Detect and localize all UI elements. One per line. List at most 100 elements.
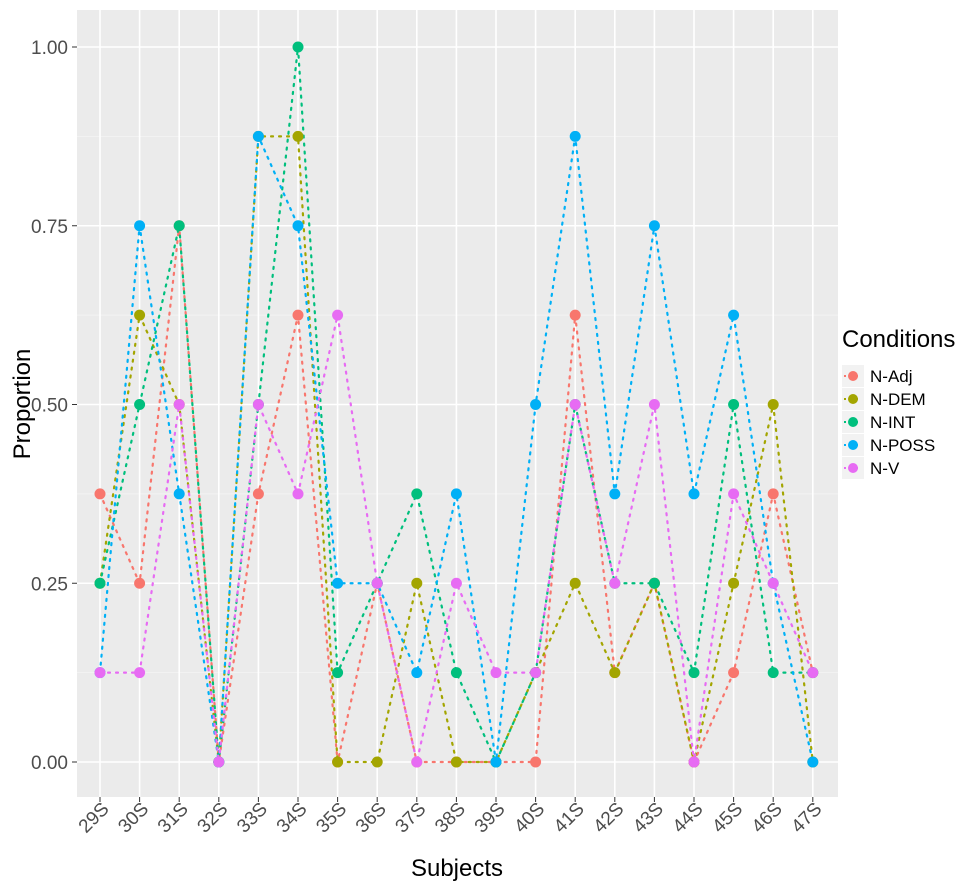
legend-key-point	[848, 394, 858, 404]
x-tick-label: 47S	[788, 799, 827, 838]
legend-key-point	[848, 417, 858, 427]
legend-label: N-DEM	[870, 390, 926, 409]
data-point-n-dem	[332, 756, 344, 768]
data-point-n-poss	[688, 488, 700, 500]
y-tick-label: 0.25	[31, 574, 68, 595]
data-point-n-v	[490, 667, 502, 679]
data-point-n-v	[728, 488, 740, 500]
data-point-n-int	[728, 399, 740, 410]
data-point-n-poss	[490, 756, 502, 768]
data-point-n-v	[767, 577, 779, 589]
data-point-n-poss	[530, 399, 542, 410]
y-tick-label: 1.00	[31, 38, 68, 59]
series-points	[94, 41, 819, 768]
data-point-n-v	[450, 577, 462, 589]
data-point-n-poss	[173, 488, 185, 500]
data-point-n-v	[292, 488, 304, 500]
data-point-n-adj	[94, 488, 106, 500]
x-tick-label: 32S	[194, 799, 233, 838]
legend-label: N-POSS	[870, 436, 935, 455]
data-point-n-v	[569, 399, 581, 410]
data-point-n-dem	[292, 130, 304, 142]
data-point-n-int	[648, 577, 660, 589]
data-point-n-dem	[728, 577, 740, 589]
data-point-n-adj	[530, 756, 542, 768]
data-point-n-poss	[292, 220, 304, 232]
data-point-n-dem	[134, 309, 146, 321]
x-tick-label: 46S	[748, 799, 787, 838]
y-tick-label: 0.75	[31, 217, 68, 238]
legend-label: N-Adj	[870, 367, 913, 386]
data-point-n-int	[411, 488, 423, 500]
data-point-n-dem	[609, 667, 621, 679]
data-point-n-poss	[728, 309, 740, 321]
data-point-n-adj	[252, 488, 264, 500]
data-point-n-v	[213, 756, 225, 768]
data-point-n-v	[530, 667, 542, 679]
x-tick-label: 37S	[392, 799, 431, 838]
data-point-n-v	[688, 756, 700, 768]
legend: Conditions N-Adj N-DEM N-INT N-POSS N-V	[842, 326, 955, 479]
x-tick-label: 45S	[708, 799, 747, 838]
data-point-n-int	[173, 220, 185, 232]
data-point-n-adj	[569, 309, 581, 321]
x-tick-label: 34S	[273, 799, 312, 838]
data-point-n-v	[648, 399, 660, 410]
data-point-n-poss	[807, 756, 819, 768]
data-point-n-int	[332, 667, 344, 679]
data-point-n-dem	[411, 577, 423, 589]
y-axis: 0.00 0.25 0.50 0.75 1.00	[31, 38, 77, 774]
data-point-n-v	[609, 577, 621, 589]
data-point-n-dem	[450, 756, 462, 768]
x-tick-label: 44S	[669, 799, 708, 838]
x-tick-label: 40S	[510, 799, 549, 838]
legend-title: Conditions	[842, 326, 955, 353]
data-point-n-int	[134, 399, 146, 410]
data-point-n-v	[173, 399, 185, 410]
data-point-n-poss	[569, 130, 581, 142]
data-point-n-dem	[569, 577, 581, 589]
data-point-n-dem	[371, 756, 383, 768]
legend-key-point	[848, 463, 858, 473]
plot-panel	[77, 10, 838, 797]
data-point-n-v	[807, 667, 819, 679]
x-tick-label: 36S	[352, 799, 391, 838]
y-tick-label: 0.50	[31, 396, 68, 417]
data-point-n-int	[94, 577, 106, 589]
data-point-n-int	[450, 667, 462, 679]
data-point-n-adj	[767, 488, 779, 500]
legend-label: N-V	[870, 459, 900, 478]
data-point-n-v	[371, 577, 383, 589]
data-point-n-poss	[609, 488, 621, 500]
legend-label: N-INT	[870, 413, 915, 432]
x-tick-label: 33S	[233, 799, 272, 838]
data-point-n-dem	[767, 399, 779, 410]
data-point-n-v	[252, 399, 264, 410]
data-point-n-v	[134, 667, 146, 679]
data-point-n-adj	[134, 577, 146, 589]
data-point-n-v	[411, 756, 423, 768]
x-tick-label: 42S	[590, 799, 629, 838]
data-point-n-int	[767, 667, 779, 679]
data-point-n-adj	[292, 309, 304, 321]
data-point-n-int	[292, 41, 304, 53]
data-point-n-poss	[134, 220, 146, 232]
data-point-n-poss	[450, 488, 462, 500]
data-point-n-adj	[728, 667, 740, 679]
x-tick-label: 31S	[154, 799, 193, 838]
legend-key-point	[848, 440, 858, 450]
x-tick-label: 35S	[312, 799, 351, 838]
data-point-n-poss	[648, 220, 660, 232]
x-tick-label: 39S	[471, 799, 510, 838]
legend-key-point	[848, 371, 858, 381]
data-point-n-poss	[411, 667, 423, 679]
x-tick-label: 43S	[629, 799, 668, 838]
y-axis-title: Proportion	[9, 349, 36, 460]
x-axis-title: Subjects	[411, 855, 503, 882]
data-point-n-poss	[252, 130, 264, 142]
data-point-n-v	[94, 667, 106, 679]
y-tick-label: 0.00	[31, 753, 68, 774]
x-axis: 29S 30S 31S 32S 33S 34S 35S 36S 37S 38S 39S 40S 41S 4…	[75, 797, 827, 838]
x-tick-label: 29S	[75, 799, 114, 838]
